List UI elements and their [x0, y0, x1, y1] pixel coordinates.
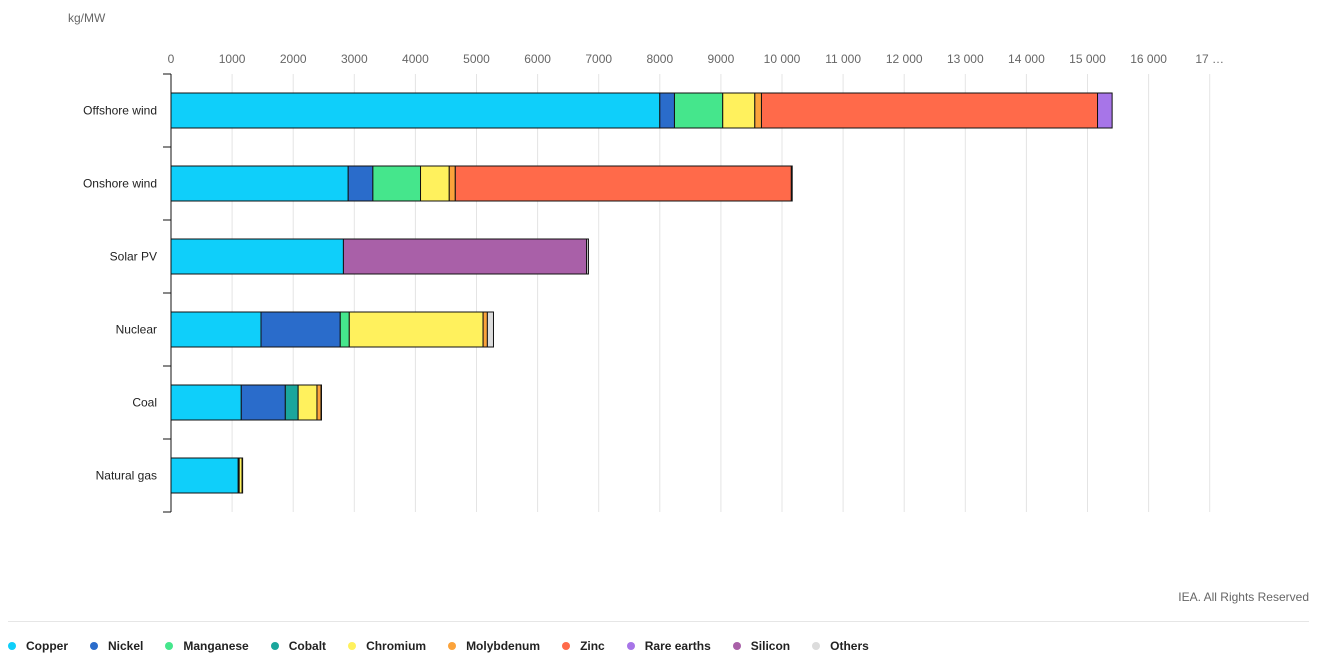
bar-segment-silicon[interactable]: [342, 238, 588, 275]
bar-segment-molybdenum[interactable]: [482, 311, 488, 348]
legend-item[interactable]: Cobalt: [270, 639, 327, 653]
x-tick-label: 17 …: [1195, 52, 1224, 66]
legend-label: Manganese: [183, 639, 249, 653]
legend-label: Molybdenum: [466, 639, 541, 653]
category-label: Coal: [132, 396, 157, 410]
bar-segment-cobalt[interactable]: [284, 384, 299, 421]
legend-divider: [8, 621, 1309, 622]
bar-segment-molybdenum[interactable]: [448, 165, 456, 202]
x-tick-label: 3000: [341, 52, 368, 66]
bars: Offshore wind Onshore wind Solar PV Nuclear…: [83, 92, 1113, 494]
legend-swatch: [165, 642, 174, 650]
x-tick-label: 16 000: [1130, 52, 1167, 66]
legend-item[interactable]: Manganese: [165, 639, 249, 653]
x-tick-label: 11 000: [825, 52, 861, 66]
bar-segment-chromium[interactable]: [297, 384, 318, 421]
bar-segment-molybdenum[interactable]: [754, 92, 762, 129]
bar-segment-nickel[interactable]: [240, 384, 286, 421]
bar-segment-others[interactable]: [486, 311, 494, 348]
x-tick-label: 13 000: [947, 52, 984, 66]
bar-segment-rare-earths[interactable]: [1097, 92, 1113, 129]
x-tick-label: 14 000: [1008, 52, 1045, 66]
legend-label: Nickel: [108, 639, 144, 653]
bar-segment-zinc[interactable]: [454, 165, 792, 202]
bar-segment-nickel[interactable]: [659, 92, 675, 129]
legend-item[interactable]: Zinc: [562, 639, 605, 653]
legend: Copper Nickel Manganese Cobalt Chromium Molyb…: [8, 639, 891, 653]
category-label: Offshore wind: [83, 104, 157, 118]
x-tick-label: 5000: [463, 52, 490, 66]
bar-segment-copper[interactable]: [170, 165, 349, 202]
chart-area: 0 1000 2000 3000 4000 5000 6000 7000 8000 9000 10 …: [83, 52, 1224, 513]
copyright-credit: IEA. All Rights Reserved: [1178, 590, 1309, 604]
x-tick-label: 4000: [402, 52, 429, 66]
x-tick-label: 1000: [219, 52, 246, 66]
x-tick-label: 9000: [708, 52, 735, 66]
bar-segment-others[interactable]: [320, 384, 323, 421]
bar-segment-rare-earths[interactable]: [790, 165, 793, 202]
legend-item[interactable]: Chromium: [348, 639, 426, 653]
legend-swatch: [448, 642, 457, 650]
legend-item[interactable]: Molybdenum: [448, 639, 540, 653]
legend-label: Copper: [26, 639, 68, 653]
bar-segment-others[interactable]: [586, 238, 589, 275]
bar-segment-copper[interactable]: [170, 92, 661, 129]
category-label: Nuclear: [116, 323, 157, 337]
x-tick-label: 10 000: [764, 52, 801, 66]
bar-segment-manganese[interactable]: [372, 165, 422, 202]
x-axis: 0 1000 2000 3000 4000 5000 6000 7000 8000 9000 10 …: [168, 52, 1224, 66]
bar-segment-copper[interactable]: [170, 384, 242, 421]
legend-swatch: [90, 642, 98, 650]
bar-segment-chromium[interactable]: [722, 92, 756, 129]
gridlines: [231, 74, 1211, 512]
bar-segment-nickel[interactable]: [347, 165, 374, 202]
category-label: Onshore wind: [83, 177, 157, 191]
legend-label: Silicon: [750, 639, 791, 653]
x-tick-label: 7000: [585, 52, 612, 66]
legend-label: Zinc: [580, 639, 605, 653]
legend-swatch: [562, 642, 571, 650]
x-tick-label: 12 000: [886, 52, 923, 66]
x-tick-label: 15 000: [1069, 52, 1106, 66]
category-label: Natural gas: [96, 469, 157, 483]
legend-item[interactable]: Copper: [8, 639, 68, 653]
legend-item[interactable]: Rare earths: [626, 639, 711, 653]
category-label: Solar PV: [110, 250, 157, 264]
legend-label: Chromium: [366, 639, 427, 653]
legend-label: Others: [830, 639, 869, 653]
legend-item[interactable]: Others: [812, 639, 869, 653]
x-tick-label: 6000: [524, 52, 551, 66]
bar-segment-nickel[interactable]: [260, 311, 341, 348]
bar-segment-manganese[interactable]: [339, 311, 350, 348]
legend-swatch: [732, 642, 741, 650]
x-tick-label: 2000: [280, 52, 307, 66]
legend-label: Rare earths: [644, 639, 711, 653]
bar-segment-manganese[interactable]: [673, 92, 724, 129]
bar-segment-molybdenum[interactable]: [316, 384, 322, 421]
legend-label: Cobalt: [288, 639, 327, 653]
bar-segment-chromium[interactable]: [420, 165, 450, 202]
legend-swatch: [270, 642, 279, 650]
bar-segment-chromium[interactable]: [348, 311, 484, 348]
bar-segment-copper[interactable]: [170, 457, 239, 494]
legend-swatch: [626, 642, 635, 650]
x-tick-label: 0: [168, 52, 175, 66]
bar-segment-zinc[interactable]: [760, 92, 1099, 129]
bar-segment-copper[interactable]: [170, 238, 344, 275]
y-axis: [163, 73, 172, 513]
bar-segment-others[interactable]: [241, 457, 244, 494]
legend-swatch: [348, 642, 357, 650]
unit-label: kg/MW: [68, 11, 106, 25]
x-tick-label: 8000: [646, 52, 673, 66]
bar-segment-copper[interactable]: [170, 311, 262, 348]
legend-item[interactable]: Silicon: [732, 639, 791, 653]
legend-swatch: [8, 642, 16, 650]
legend-swatch: [812, 642, 821, 650]
legend-item[interactable]: Nickel: [90, 639, 143, 653]
